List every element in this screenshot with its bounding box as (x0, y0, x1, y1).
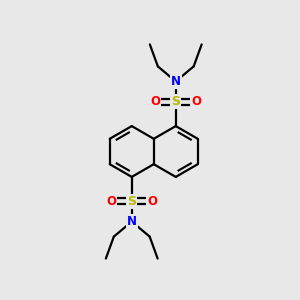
Text: S: S (171, 95, 180, 109)
Text: O: O (106, 194, 116, 208)
Text: N: N (127, 215, 137, 228)
Text: O: O (147, 194, 157, 208)
Text: O: O (191, 95, 201, 109)
Text: O: O (150, 95, 160, 109)
Text: N: N (171, 75, 181, 88)
Text: S: S (127, 194, 136, 208)
